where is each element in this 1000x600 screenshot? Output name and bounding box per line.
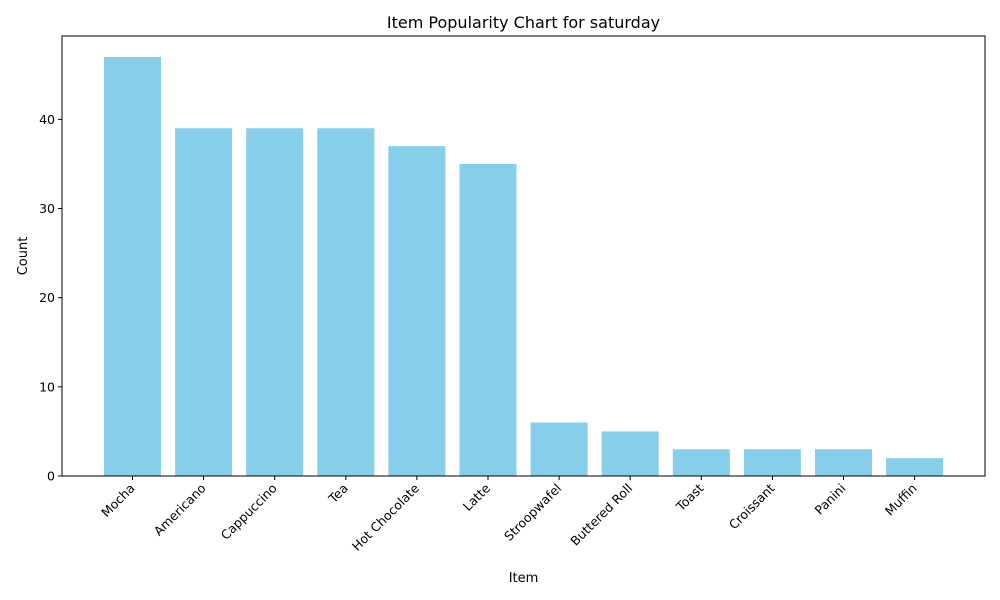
y-tick-label: 0 bbox=[47, 469, 55, 484]
bar-buttered-roll bbox=[601, 431, 659, 476]
y-axis-ticks: 0 10 20 30 40 bbox=[39, 112, 62, 484]
bar-tea bbox=[317, 128, 375, 476]
y-tick-label: 40 bbox=[39, 112, 55, 127]
bar-panini bbox=[815, 449, 872, 476]
bar-stroopwafel bbox=[530, 422, 588, 476]
x-axis-label: Item bbox=[509, 571, 539, 586]
y-tick-label: 10 bbox=[39, 379, 55, 394]
bar-croissant bbox=[743, 449, 801, 476]
bars-group bbox=[104, 56, 944, 477]
chart-title: Item Popularity Chart for saturday bbox=[387, 13, 660, 32]
y-tick-label: 20 bbox=[39, 290, 55, 305]
plot-area-frame bbox=[61, 35, 986, 477]
y-tick-label: 30 bbox=[39, 201, 55, 216]
y-axis-label: Count bbox=[16, 237, 31, 276]
bar-americano bbox=[175, 128, 233, 476]
bar-hot-chocolate bbox=[388, 146, 446, 477]
bar-latte bbox=[459, 163, 517, 476]
bar-mocha bbox=[104, 56, 161, 476]
bar-muffin bbox=[886, 458, 944, 476]
bar-cappuccino bbox=[246, 128, 304, 476]
bar-toast bbox=[672, 449, 730, 476]
